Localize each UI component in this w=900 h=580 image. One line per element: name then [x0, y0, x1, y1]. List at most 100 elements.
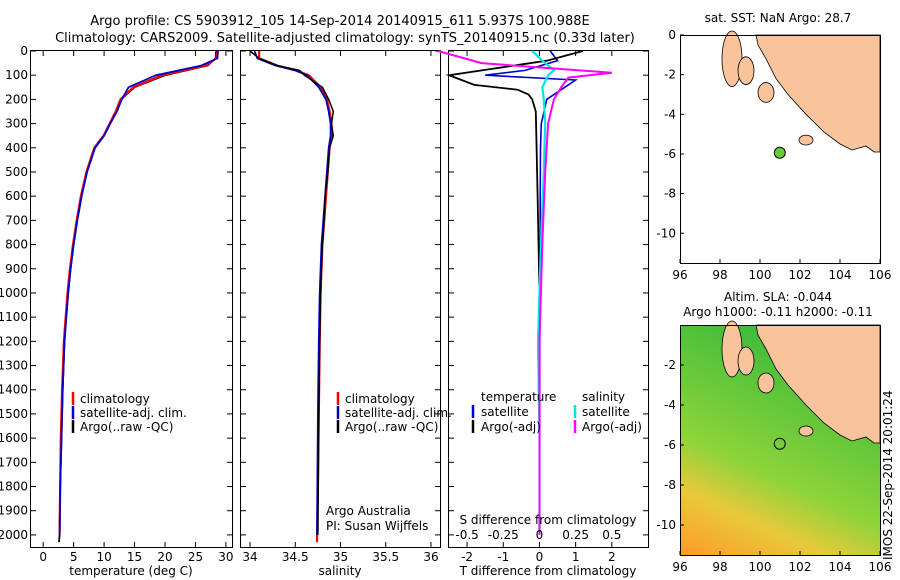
header-line1: Argo profile: CS 5903912_105 14-Sep-2014…	[90, 14, 590, 29]
lat-tick-label: -2	[664, 358, 676, 372]
lat-tick-label: -10	[656, 518, 676, 532]
x-tick-label: 34.5	[282, 550, 309, 564]
legend-argo: Argo(..raw -QC)	[345, 420, 438, 434]
lat-tick-label: -2	[664, 68, 676, 82]
legend-t-satellite: satellite	[481, 405, 529, 419]
x-tick-label: 0	[536, 550, 544, 564]
y-tick-label: 300	[5, 117, 28, 131]
lon-tick-label: 104	[829, 560, 852, 574]
lon-tick-label: 98	[712, 560, 727, 574]
legend-s-satellite: satellite	[582, 405, 630, 419]
x-tick-label: 10	[96, 550, 111, 564]
lon-tick-label: 102	[789, 268, 812, 282]
lat-tick-label: -10	[656, 226, 676, 240]
temperature-panel-frame	[30, 50, 233, 548]
sumatra-land	[755, 34, 881, 153]
salinity-legend: climatology satellite-adj. clim. Argo(..…	[336, 392, 452, 434]
y-tick-label: 700	[5, 213, 28, 227]
y-tick-label: 100	[5, 68, 28, 82]
y-tick-label: 400	[5, 141, 28, 155]
lat-tick-label: -6	[664, 438, 676, 452]
x-tick-label: 2	[608, 550, 616, 564]
sla-map-title-1: Altim. SLA: -0.044	[724, 290, 832, 304]
lon-tick-label: 96	[672, 560, 687, 574]
lon-tick-label: 100	[749, 560, 772, 574]
island	[798, 425, 814, 437]
y-tick-label: 1600	[0, 431, 28, 445]
sla-map: 96 98 100 102 104 106 -2 -4 -6 -8 -10	[656, 320, 891, 574]
s-tick-label: 0.25	[562, 528, 589, 542]
y-tick-label: 200	[5, 92, 28, 106]
sst-map: 96 98 100 102 104 106 0 -2 -4 -6 -8 -10	[656, 28, 891, 282]
series-line-climatology	[58, 50, 218, 543]
s-tick-label: 0.5	[602, 528, 621, 542]
legend-climatology: climatology	[345, 392, 415, 406]
sumatra-land	[755, 324, 881, 444]
lon-tick-label: 106	[869, 268, 892, 282]
y-tick-label: 1700	[0, 455, 28, 469]
s-difference-label: S difference from climatology	[460, 513, 637, 527]
y-tick-label: 1500	[0, 407, 28, 421]
series-line-argo-raw-qc-	[249, 50, 335, 535]
x-tick-label: -1	[497, 550, 509, 564]
y-tick-label: 2000	[0, 528, 28, 542]
legend-temperature-title: temperature	[481, 390, 556, 404]
lon-tick-label: 102	[789, 560, 812, 574]
salinity-xlabel: salinity	[318, 564, 361, 578]
island	[757, 82, 775, 103]
x-tick-label: 5	[70, 550, 78, 564]
imos-side-label: IMOS 22-Sep-2014 20:01:24	[881, 390, 895, 560]
y-tick-label: 1800	[0, 480, 28, 494]
legend-satellite: satellite-adj. clim.	[345, 406, 452, 420]
x-tick-label: 34	[242, 550, 257, 564]
salinity-panel: 34 34.5 35 35.5 36	[241, 50, 440, 564]
lat-tick-label: -4	[664, 398, 676, 412]
y-tick-label: 0	[20, 44, 28, 58]
y-tick-label: 600	[5, 189, 28, 203]
difference-xlabel: T difference from climatology	[459, 564, 637, 578]
temperature-panel: 0100200300400500600700800900100011001200…	[0, 44, 234, 564]
map-frame	[680, 35, 881, 264]
island	[757, 372, 775, 394]
island	[798, 134, 814, 146]
x-tick-label: -2	[461, 550, 473, 564]
difference-panel-frame	[448, 50, 649, 548]
x-tick-label: 25	[188, 550, 203, 564]
credit-line1: Argo Australia	[326, 504, 411, 518]
lon-tick-label: 98	[712, 268, 727, 282]
island	[737, 56, 755, 85]
y-tick-label: 1900	[0, 504, 28, 518]
y-tick-label: 1100	[0, 310, 28, 324]
y-tick-label: 1400	[0, 383, 28, 397]
series-line-salinity-argo-adj-	[437, 50, 612, 535]
float-position-marker	[773, 437, 786, 450]
x-tick-label: 15	[127, 550, 142, 564]
lat-tick-label: -8	[664, 187, 676, 201]
lat-tick-label: 0	[668, 28, 676, 42]
temperature-legend: climatology satellite-adj. clim. Argo(..…	[71, 392, 187, 434]
difference-legend: temperature satellite Argo(-adj) salinit…	[471, 390, 642, 434]
series-line-temperature-argo-adj-	[445, 50, 584, 535]
legend-salinity-title: salinity	[582, 390, 625, 404]
x-tick-label: 35	[333, 550, 348, 564]
s-tick-label: 0	[536, 528, 544, 542]
series-line-temperature-satellite	[485, 50, 579, 535]
sst-map-title: sat. SST: NaN Argo: 28.7	[705, 11, 852, 25]
salinity-panel-frame	[240, 50, 441, 548]
lon-tick-label: 96	[672, 268, 687, 282]
x-tick-label: 35.5	[372, 550, 399, 564]
x-tick-label: 1	[572, 550, 580, 564]
x-tick-label: 30	[218, 550, 233, 564]
temperature-xlabel: temperature (deg C)	[69, 564, 192, 578]
header-line2: Climatology: CARS2009. Satellite-adjuste…	[55, 31, 635, 46]
map-frame	[680, 325, 881, 556]
y-tick-label: 1300	[0, 359, 28, 373]
legend-t-argo: Argo(-adj)	[481, 420, 541, 434]
y-tick-label: 900	[5, 262, 28, 276]
legend-climatology: climatology	[80, 392, 150, 406]
legend-argo: Argo(..raw -QC)	[80, 420, 173, 434]
difference-panel: -2 -1 0 1 2 -0.5 -0.25 0 0.25 0.5	[437, 50, 648, 564]
series-line-satellite-adj-clim-	[58, 50, 219, 535]
s-tick-label: -0.5	[455, 528, 478, 542]
